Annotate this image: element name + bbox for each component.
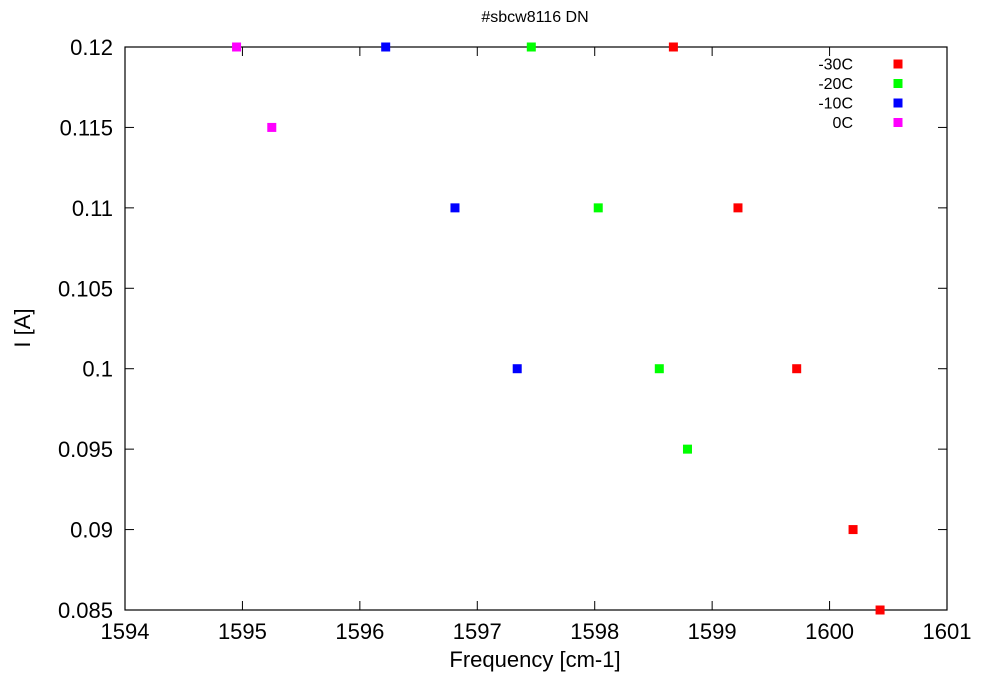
axis-tick-labels: 1594 1595 1596 1597 1598 1599 1600 1601 0.085 0.0… xyxy=(58,35,972,644)
data-point xyxy=(381,42,391,52)
x-tick-label: 1595 xyxy=(218,619,267,644)
legend-marker xyxy=(893,118,903,127)
x-axis-title: Frequency [cm-1] xyxy=(449,647,620,672)
legend-label: -30C xyxy=(818,57,853,74)
y-tick-label: 0.115 xyxy=(60,115,113,140)
data-point xyxy=(682,444,692,454)
data-point xyxy=(526,42,536,52)
axis-ticks xyxy=(124,46,948,611)
data-point xyxy=(733,203,743,213)
data-point xyxy=(668,42,678,52)
y-tick-label: 0.105 xyxy=(58,276,113,301)
x-tick-label: 1600 xyxy=(805,619,854,644)
x-tick-label: 1599 xyxy=(688,619,737,644)
legend-marker xyxy=(893,79,903,88)
legend-marker xyxy=(893,59,903,69)
x-tick-label: 1594 xyxy=(101,619,150,644)
y-tick-label: 0.11 xyxy=(72,196,113,221)
y-tick-label: 0.09 xyxy=(70,518,113,543)
y-tick-label: 0.12 xyxy=(70,35,113,60)
data-point xyxy=(593,203,603,213)
legend-label: -20C xyxy=(818,76,853,93)
data-points xyxy=(232,42,885,615)
y-tick-label: 0.1 xyxy=(82,357,113,382)
x-tick-label: 1596 xyxy=(335,619,384,644)
data-point xyxy=(848,525,858,535)
legend: -30C -20C -10C 0C xyxy=(818,57,903,132)
legend-label: 0C xyxy=(833,115,853,132)
data-point xyxy=(875,605,885,615)
y-tick-label: 0.095 xyxy=(58,437,113,462)
x-tick-label: 1598 xyxy=(570,619,619,644)
data-point xyxy=(232,42,242,52)
data-point xyxy=(450,203,460,213)
data-point xyxy=(654,364,664,374)
x-tick-label: 1601 xyxy=(923,619,972,644)
plot-frame xyxy=(124,46,948,611)
legend-label: -10C xyxy=(818,96,853,113)
y-tick-label: 0.085 xyxy=(58,598,113,623)
legend-marker xyxy=(893,98,903,108)
y-axis-title: I [A] xyxy=(10,308,35,347)
x-tick-label: 1597 xyxy=(453,619,502,644)
chart-title: #sbcw8116 DN xyxy=(481,9,588,26)
data-point xyxy=(267,122,277,132)
data-point xyxy=(792,364,802,374)
data-point xyxy=(512,364,522,374)
